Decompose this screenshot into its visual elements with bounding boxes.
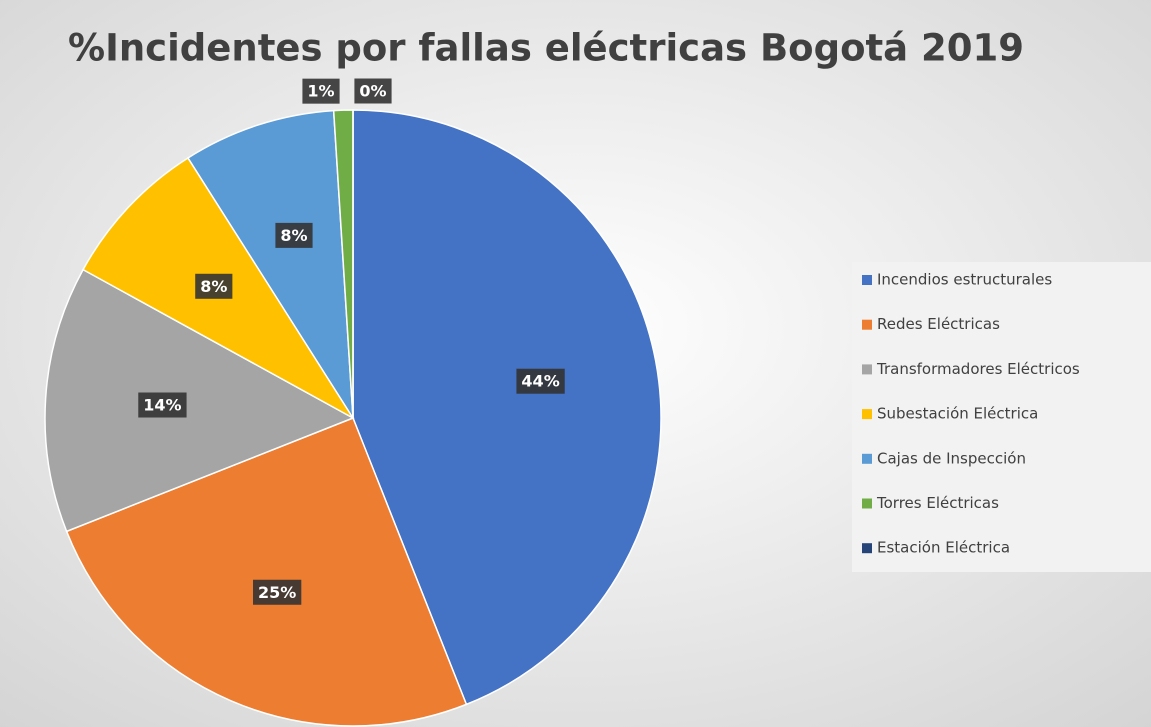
legend-label: Subestación Eléctrica [877,405,1038,423]
data-label-box [516,368,565,394]
chart-title: %Incidentes por fallas eléctricas Bogotá… [68,27,1024,70]
legend-swatch [862,275,872,285]
data-label-box [253,579,302,605]
data-label-box [302,78,340,104]
data-label: 1% [307,82,334,101]
data-label: 25% [258,583,296,602]
pie-slice [186,109,354,419]
data-label-box [275,222,313,248]
legend-box [852,262,1151,572]
pie-slice [352,109,662,706]
legend-label: Estación Eléctrica [877,539,1010,557]
data-label: 8% [280,226,307,245]
legend-label: Incendios estructurales [877,271,1052,289]
legend-swatch [862,319,872,330]
data-label: 44% [521,372,559,391]
data-label: 0% [359,82,386,101]
legend-swatch [862,409,872,420]
data-label: 14% [143,396,181,415]
data-label-box [138,392,187,418]
data-label-box [195,273,233,299]
data-label-box [354,78,392,104]
legend-label: Cajas de Inspección [877,449,1026,467]
legend-label: Torres Eléctricas [876,494,999,512]
legend-label: Redes Eléctricas [877,315,1000,333]
data-label: 8% [200,277,227,296]
pie-slice [65,417,468,727]
legend-swatch [862,453,872,464]
pie-slice [44,268,355,533]
legend-label: Transformadores Eléctricos [876,360,1080,378]
legend-swatch [862,498,872,509]
legend-swatch [862,364,872,375]
legend-swatch [862,543,872,554]
